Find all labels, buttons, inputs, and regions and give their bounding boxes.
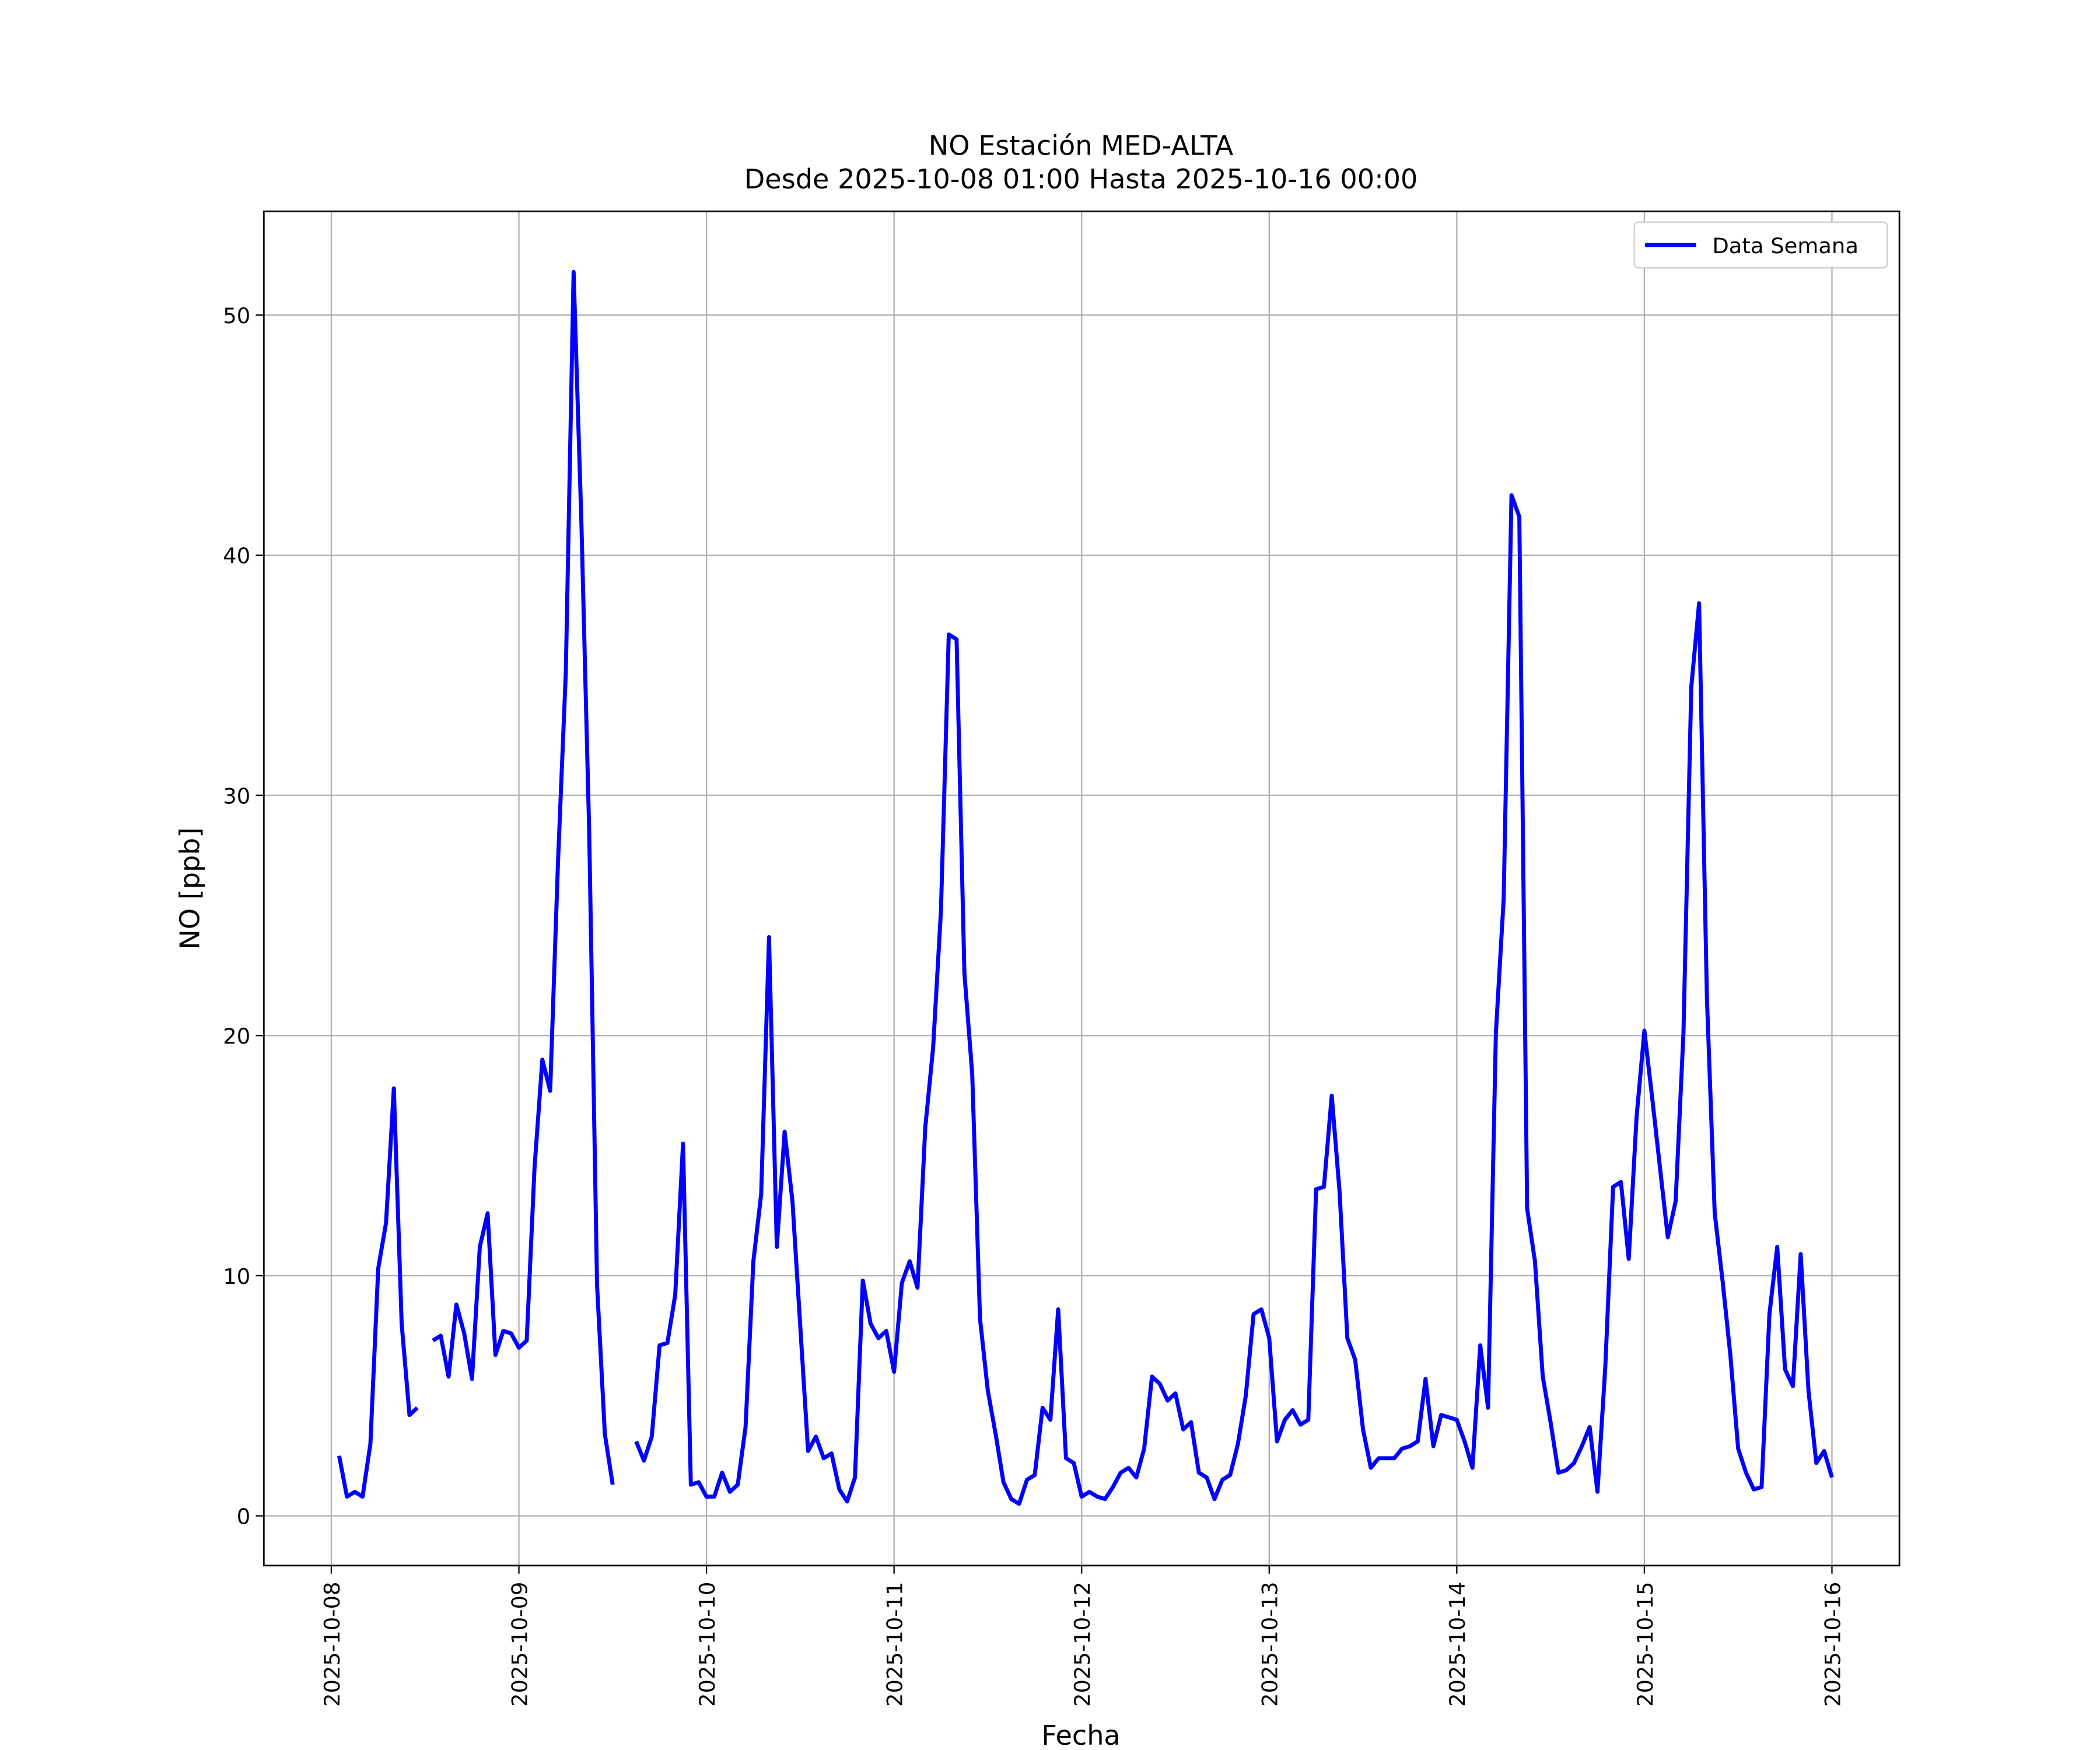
x-tick-label: 2025-10-14 (1445, 1582, 1470, 1707)
x-tick-label: 2025-10-15 (1633, 1582, 1658, 1707)
legend-label: Data Semana (1712, 233, 1859, 258)
chart-title: NO Estación MED-ALTA (929, 130, 1234, 161)
x-axis-label: Fecha (1041, 1720, 1120, 1750)
x-tick-label: 2025-10-12 (1070, 1582, 1095, 1707)
x-tick-label: 2025-10-11 (883, 1582, 908, 1707)
y-tick-label: 40 (223, 544, 250, 569)
y-tick-label: 30 (223, 783, 250, 808)
x-tick-label: 2025-10-08 (320, 1582, 345, 1707)
plot-frame (262, 210, 1901, 1567)
y-axis-label: NO [ppb] (174, 827, 206, 949)
data-line (337, 270, 1834, 1506)
y-tick-label: 0 (237, 1504, 250, 1529)
x-tick-label: 2025-10-16 (1820, 1582, 1845, 1707)
x-tick-label: 2025-10-13 (1258, 1582, 1283, 1707)
chart-subtitle: Desde 2025-10-08 01:00 Hasta 2025-10-16 … (744, 163, 1418, 195)
legend: Data Semana (1633, 221, 1888, 269)
y-tick-label: 10 (223, 1264, 250, 1289)
y-tick-label: 20 (223, 1024, 250, 1049)
x-tick-label: 2025-10-09 (507, 1582, 532, 1707)
x-tick-label: 2025-10-10 (695, 1582, 720, 1707)
y-tick-label: 50 (223, 303, 250, 328)
legend-box (1633, 221, 1888, 269)
